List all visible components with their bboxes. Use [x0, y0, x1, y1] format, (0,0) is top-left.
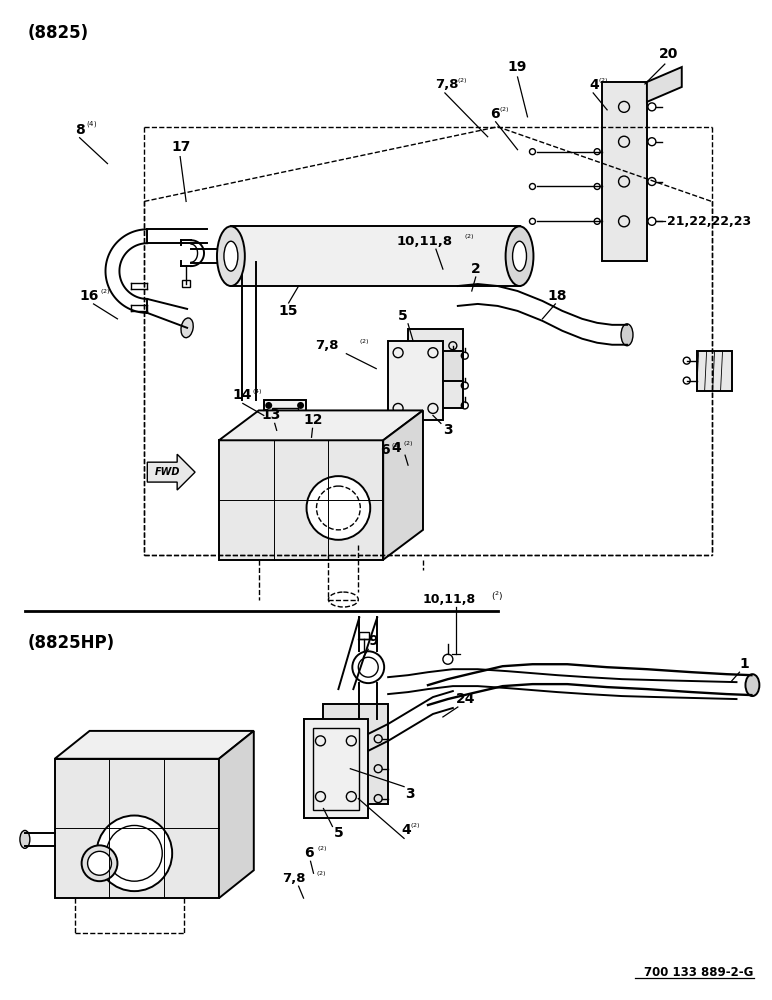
Circle shape — [266, 402, 273, 409]
Text: 2: 2 — [471, 262, 481, 276]
Text: $^{(4)}$: $^{(4)}$ — [86, 122, 96, 132]
Bar — [313, 728, 359, 810]
Circle shape — [334, 417, 340, 423]
Text: 16: 16 — [80, 289, 99, 303]
Text: 24: 24 — [456, 692, 476, 706]
Polygon shape — [383, 410, 423, 560]
Text: $^{(2)}$: $^{(2)}$ — [410, 823, 421, 832]
Text: $^{(2)}$: $^{(2)}$ — [457, 77, 467, 86]
Circle shape — [306, 417, 312, 423]
Bar — [388, 341, 443, 420]
Text: $^{(2)}$: $^{(2)}$ — [359, 338, 370, 347]
Text: 8: 8 — [75, 123, 84, 137]
Text: 9: 9 — [368, 634, 378, 648]
Bar — [408, 329, 462, 408]
Text: $^{(2)}$: $^{(2)}$ — [598, 77, 608, 86]
Text: 4: 4 — [391, 441, 401, 455]
Text: FWD: FWD — [154, 467, 180, 477]
Text: 10,11,8: 10,11,8 — [423, 593, 476, 606]
Circle shape — [306, 451, 312, 457]
Bar — [55, 759, 219, 898]
Text: $^{(4)}$: $^{(4)}$ — [252, 388, 262, 397]
Bar — [303, 415, 341, 459]
Text: $^{(2)}$: $^{(2)}$ — [499, 106, 510, 115]
Text: 5: 5 — [334, 826, 344, 840]
Text: 10,11,8: 10,11,8 — [396, 235, 452, 248]
Text: $^{(2)}$: $^{(2)}$ — [403, 441, 414, 450]
Ellipse shape — [217, 226, 245, 286]
Ellipse shape — [506, 226, 533, 286]
Ellipse shape — [20, 830, 30, 848]
Text: 21,22,22,23: 21,22,22,23 — [667, 215, 751, 228]
Text: 17: 17 — [171, 140, 191, 154]
Text: $^{(2)}$: $^{(2)}$ — [391, 443, 401, 452]
Circle shape — [96, 815, 172, 891]
Text: (8825): (8825) — [28, 24, 89, 42]
Text: 700 133 889-2-G: 700 133 889-2-G — [644, 966, 753, 979]
Text: 19: 19 — [508, 60, 527, 74]
Text: 1: 1 — [740, 657, 750, 671]
Text: 6: 6 — [381, 443, 390, 457]
Bar — [264, 400, 306, 448]
Text: 13: 13 — [262, 408, 281, 422]
Text: 4: 4 — [589, 78, 599, 92]
Text: 4: 4 — [401, 823, 411, 837]
Ellipse shape — [181, 318, 193, 338]
Bar — [359, 632, 369, 639]
Text: (8825HP): (8825HP) — [28, 634, 115, 652]
Text: $(^2)$: $(^2)$ — [491, 590, 503, 603]
Text: 18: 18 — [547, 289, 567, 303]
Ellipse shape — [746, 674, 760, 696]
Bar — [303, 719, 368, 818]
Polygon shape — [647, 67, 682, 102]
Text: 5: 5 — [398, 309, 408, 323]
Text: $^{(2)}$: $^{(2)}$ — [317, 871, 327, 880]
Text: $^{(2)}$: $^{(2)}$ — [464, 234, 474, 243]
Text: 6: 6 — [303, 846, 313, 860]
Bar — [272, 408, 297, 440]
Polygon shape — [219, 410, 423, 440]
Text: 3: 3 — [443, 423, 452, 437]
Circle shape — [266, 440, 273, 447]
Bar — [303, 719, 368, 818]
Text: 20: 20 — [659, 47, 679, 61]
Bar — [313, 728, 359, 810]
Ellipse shape — [224, 241, 238, 271]
Text: 12: 12 — [303, 413, 323, 427]
Text: $^{(2)}$: $^{(2)}$ — [100, 288, 110, 297]
Text: 7,8: 7,8 — [282, 872, 306, 885]
Ellipse shape — [621, 324, 633, 346]
Circle shape — [87, 851, 111, 875]
Bar — [231, 226, 520, 286]
Text: $^{(2)}$: $^{(2)}$ — [317, 846, 328, 855]
Text: 15: 15 — [279, 304, 298, 318]
Circle shape — [297, 440, 304, 447]
Circle shape — [82, 845, 117, 881]
Bar — [696, 351, 732, 391]
Text: 7,8: 7,8 — [315, 339, 338, 352]
Bar — [310, 422, 334, 452]
Bar — [323, 704, 388, 804]
Text: 6: 6 — [489, 107, 499, 121]
Circle shape — [297, 402, 304, 409]
Bar — [182, 280, 190, 287]
Circle shape — [334, 451, 340, 457]
Polygon shape — [219, 731, 254, 898]
Text: 3: 3 — [405, 787, 415, 801]
Polygon shape — [55, 731, 254, 759]
Text: 7,8: 7,8 — [435, 78, 459, 91]
Bar — [219, 440, 383, 560]
Bar — [602, 82, 647, 261]
Polygon shape — [147, 454, 195, 490]
Bar — [443, 351, 462, 381]
Text: 14: 14 — [233, 388, 252, 402]
Ellipse shape — [513, 241, 527, 271]
Ellipse shape — [328, 592, 358, 607]
Circle shape — [306, 476, 371, 540]
